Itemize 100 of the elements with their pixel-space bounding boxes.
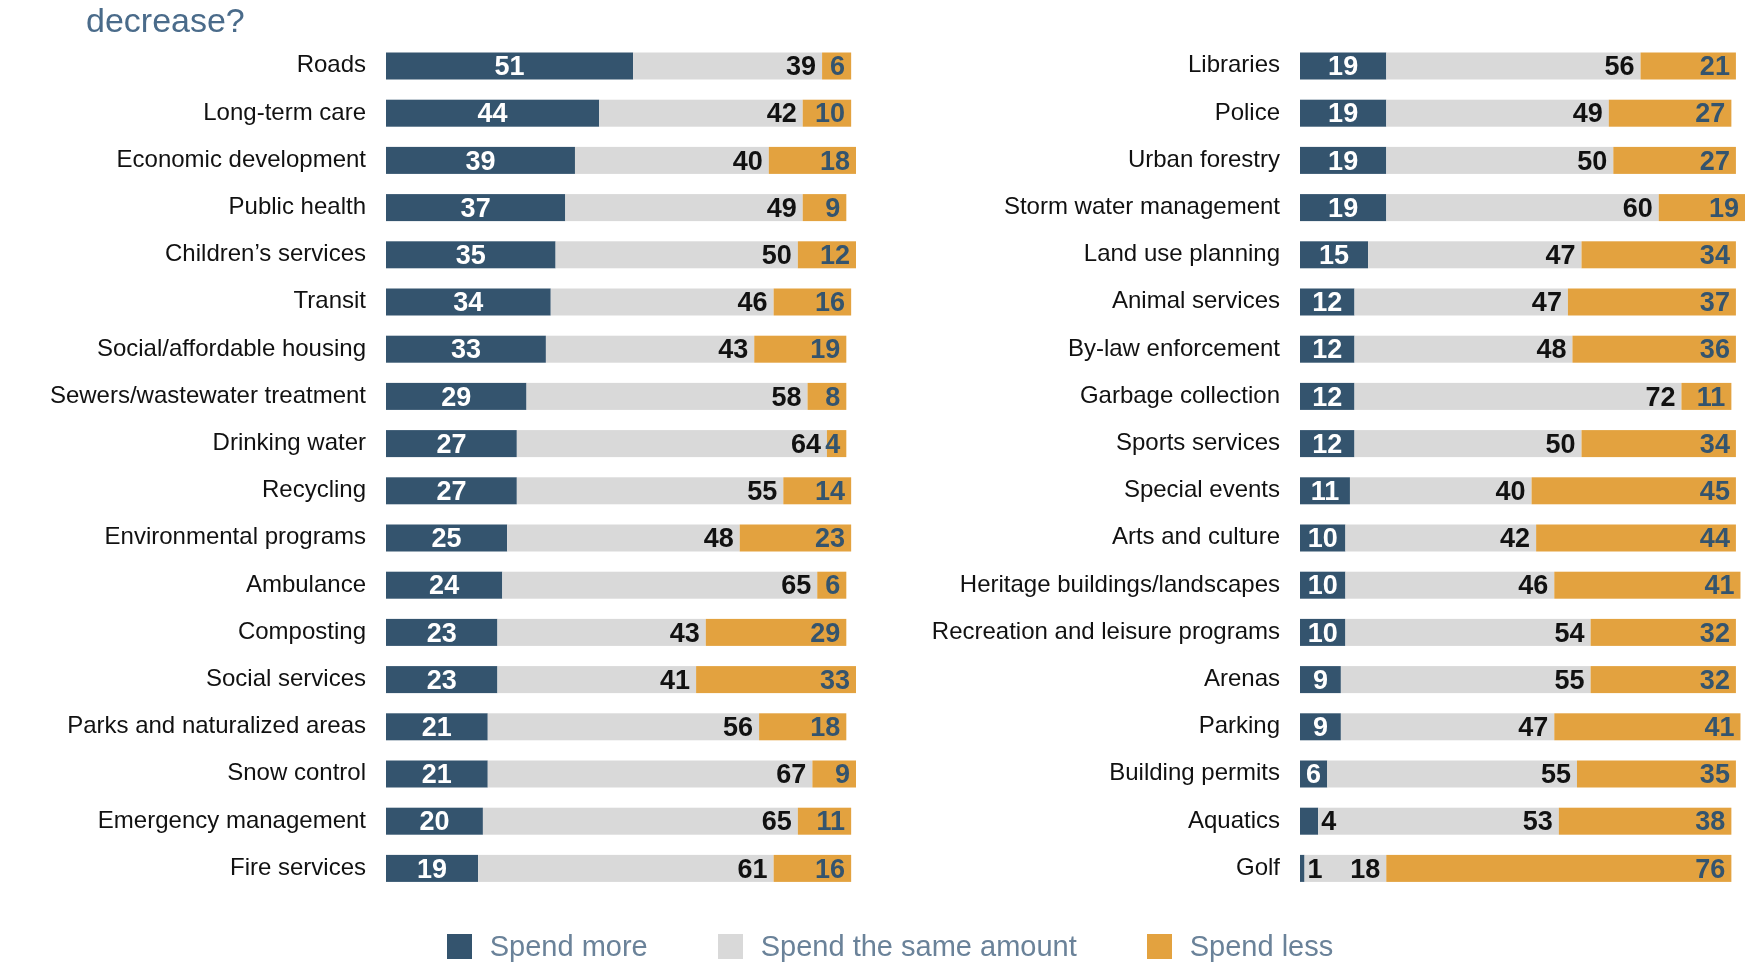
y-tick-label: Recreation and leisure programs: [931, 616, 1280, 644]
data-label: 42: [766, 98, 797, 129]
bar: [516, 477, 784, 505]
bar: [599, 99, 803, 127]
bar: [1554, 713, 1741, 741]
y-tick-label: Parking: [1198, 711, 1280, 739]
bar: [1345, 618, 1591, 646]
data-label: 27: [1699, 145, 1730, 176]
data-label: 55: [747, 475, 778, 506]
bar: [1590, 618, 1736, 646]
data-label: 18: [1350, 853, 1381, 884]
bar: [1354, 382, 1682, 410]
data-label: 12: [1312, 428, 1343, 459]
bar: [482, 807, 798, 835]
data-label: 34: [453, 287, 484, 318]
data-label: 40: [732, 145, 763, 176]
y-tick-label: Heritage buildings/landscapes: [959, 569, 1280, 597]
bar: [1386, 99, 1609, 127]
legend-label: Spend the same amount: [760, 930, 1077, 963]
data-label: 41: [1704, 711, 1735, 742]
y-tick-label: Children’s services: [165, 239, 366, 267]
y-tick-label: Ambulance: [245, 569, 366, 597]
data-label: 19: [1328, 98, 1359, 129]
data-label: 18: [810, 711, 841, 742]
data-label: 47: [1545, 239, 1576, 270]
y-tick-label: Land use planning: [1083, 239, 1280, 267]
y-tick-label: By-law enforcement: [1067, 333, 1281, 361]
data-label: 10: [1307, 570, 1338, 601]
data-label: 23: [426, 664, 457, 695]
data-label: 10: [815, 98, 846, 129]
data-label: 19: [1328, 192, 1359, 223]
chart-title: decrease?: [86, 1, 245, 39]
data-label: 11: [1696, 381, 1726, 412]
data-label: 55: [1540, 759, 1571, 790]
bar: [1590, 666, 1736, 694]
bar: [1340, 713, 1555, 741]
y-tick-label: Arenas: [1203, 663, 1280, 691]
data-label: 35: [455, 239, 486, 270]
bar: [1558, 807, 1732, 835]
data-label: 55: [1554, 664, 1585, 695]
data-label: 45: [1699, 475, 1730, 506]
bar: [1345, 524, 1537, 552]
bar: [1318, 807, 1559, 835]
data-label: 8: [825, 381, 841, 412]
data-label: 48: [1536, 334, 1567, 365]
y-tick-label: Economic development: [116, 144, 367, 172]
data-label: 38: [1695, 806, 1726, 837]
data-label: 18: [819, 145, 850, 176]
data-label: 4: [1321, 806, 1337, 837]
data-label: 47: [1531, 287, 1562, 318]
data-label: 67: [776, 759, 807, 790]
y-tick-label: Roads: [296, 50, 366, 78]
data-label: 12: [819, 239, 850, 270]
data-label: 11: [1310, 475, 1340, 506]
data-label: 12: [1312, 381, 1343, 412]
bar: [550, 288, 774, 316]
bar: [497, 618, 706, 646]
data-label: 12: [1312, 287, 1343, 318]
data-label: 19: [1708, 192, 1739, 223]
data-label: 33: [450, 334, 481, 365]
data-label: 51: [494, 51, 525, 82]
bar: [507, 524, 740, 552]
bar: [705, 618, 847, 646]
bar: [386, 99, 600, 127]
data-label: 29: [441, 381, 472, 412]
data-label: 10: [1307, 523, 1338, 554]
bar: [1368, 241, 1582, 269]
bar: [1354, 288, 1568, 316]
data-label: 9: [834, 759, 850, 790]
y-tick-label: Composting: [237, 616, 366, 644]
y-tick-label: Parks and naturalized areas: [67, 711, 366, 739]
data-label: 44: [1699, 523, 1730, 554]
data-label: 27: [1695, 98, 1726, 129]
bar: [574, 146, 769, 174]
bar: [1340, 666, 1591, 694]
bar: [633, 52, 823, 80]
legend-label: Spend less: [1189, 930, 1334, 963]
y-tick-label: Police: [1214, 97, 1280, 125]
bar: [545, 335, 755, 363]
data-label: 37: [1699, 287, 1730, 318]
data-label: 33: [819, 664, 850, 695]
data-label: 43: [669, 617, 700, 648]
data-label: 49: [1572, 98, 1603, 129]
data-label: 58: [771, 381, 802, 412]
data-label: 9: [825, 192, 841, 223]
data-label: 34: [1699, 239, 1730, 270]
bar: [386, 194, 566, 222]
data-label: 32: [1699, 617, 1730, 648]
data-label: 27: [436, 428, 467, 459]
data-label: 21: [421, 711, 452, 742]
data-label: 41: [1704, 570, 1735, 601]
y-tick-label: Urban forestry: [1127, 144, 1280, 172]
data-label: 42: [1500, 523, 1531, 554]
bar: [1576, 760, 1736, 788]
y-tick-label: Libraries: [1187, 50, 1280, 78]
bar: [555, 241, 798, 269]
data-label: 19: [1328, 51, 1359, 82]
data-label: 56: [1604, 51, 1635, 82]
y-tick-label: Building permits: [1109, 758, 1280, 786]
data-label: 47: [1518, 711, 1549, 742]
